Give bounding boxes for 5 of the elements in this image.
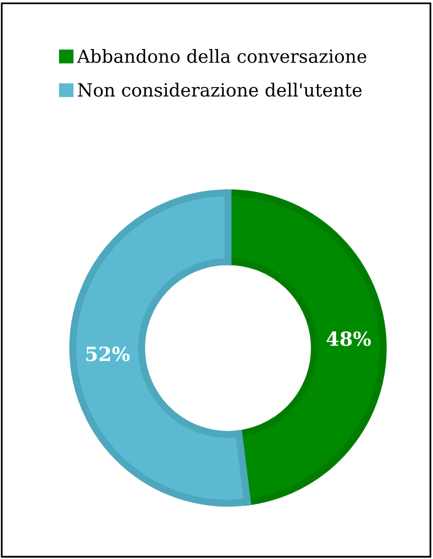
- donut-slice: [69, 189, 251, 507]
- data-label: 52%: [86, 346, 130, 362]
- legend-label: Non considerazione dell'utente: [78, 82, 362, 97]
- legend-label: Abbandono della conversazione: [76, 49, 366, 64]
- data-label: 48%: [326, 331, 371, 346]
